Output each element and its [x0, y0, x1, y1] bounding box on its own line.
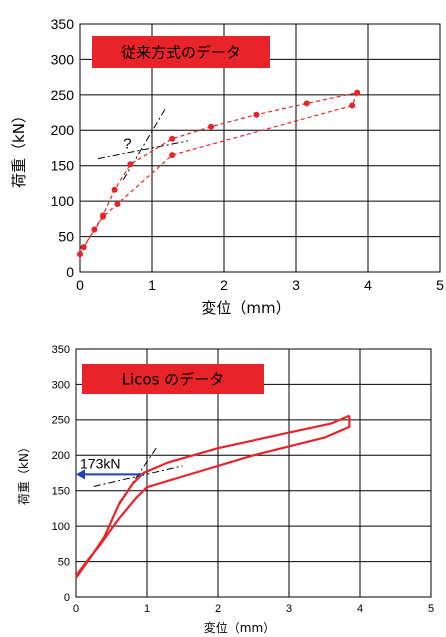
x-tick-label: 0 [73, 603, 79, 615]
data-point [127, 161, 134, 168]
data-point [349, 102, 356, 109]
y-axis-label: 荷重（kN） [17, 441, 31, 505]
x-tick-label: 2 [220, 277, 228, 293]
y-tick-label: 50 [58, 556, 70, 568]
arrow-head [76, 469, 85, 480]
x-tick-label: 1 [144, 603, 150, 615]
data-point [111, 186, 118, 193]
tangent-line [97, 140, 189, 160]
data-point [169, 152, 176, 159]
y-tick-label: 150 [51, 158, 75, 174]
tangent-line [122, 106, 167, 181]
chart-title: Licos のデータ [122, 371, 225, 389]
y-tick-label: 100 [51, 193, 75, 209]
data-point [80, 244, 87, 251]
x-tick-label: 4 [364, 277, 372, 293]
data-point [77, 251, 83, 258]
data-point [169, 135, 176, 142]
chart-title-box [82, 364, 264, 394]
y-tick-label: 50 [58, 228, 74, 244]
chart-title-box [92, 36, 270, 68]
data-point [354, 89, 361, 96]
data-point [253, 111, 260, 118]
chart-1: 0 1 2 3 4 5050100150200250300350変位（mm）荷重（kN）従… [10, 16, 444, 317]
y-tick-label: 350 [52, 344, 70, 356]
x-tick-label: 3 [286, 603, 292, 615]
x-tick-label: 4 [357, 603, 363, 615]
x-tick-label: 5 [428, 603, 434, 615]
y-tick-label: 300 [52, 379, 70, 391]
y-tick-label: 200 [52, 450, 70, 462]
x-tick-label: 5 [436, 277, 444, 293]
y-tick-label: 200 [51, 122, 75, 138]
y-tick-label: 350 [51, 16, 75, 32]
y-tick-label: 150 [52, 486, 70, 498]
unloading-curve [75, 415, 351, 577]
data-point [114, 200, 121, 207]
y-axis-label: 荷重（kN） [10, 108, 28, 188]
x-tick-label: 2 [215, 603, 221, 615]
y-tick-label: 250 [51, 87, 75, 103]
chart-2: 0 1 2 3 4 5050100150200250300350変位（mm）荷重（kN）L… [17, 344, 434, 635]
data-point [100, 213, 107, 220]
y-tick-label: 0 [66, 264, 74, 280]
data-point [208, 123, 215, 130]
x-tick-label: 3 [292, 277, 300, 293]
y-tick-label: 300 [51, 51, 75, 67]
question-annotation: ? [123, 136, 131, 153]
x-tick-label: 1 [148, 277, 156, 293]
value-annotation: 173kN [80, 455, 120, 471]
y-tick-label: 0 [64, 592, 70, 604]
y-tick-label: 250 [52, 415, 70, 427]
data-point [303, 100, 310, 107]
y-tick-label: 100 [52, 521, 70, 533]
x-axis-label: 変位（mm） [204, 620, 275, 635]
x-axis-label: 変位（mm） [201, 299, 290, 317]
tangent-line [93, 465, 183, 487]
chart-title: 従来方式のデータ [121, 44, 241, 62]
x-tick-label: 0 [76, 277, 84, 293]
